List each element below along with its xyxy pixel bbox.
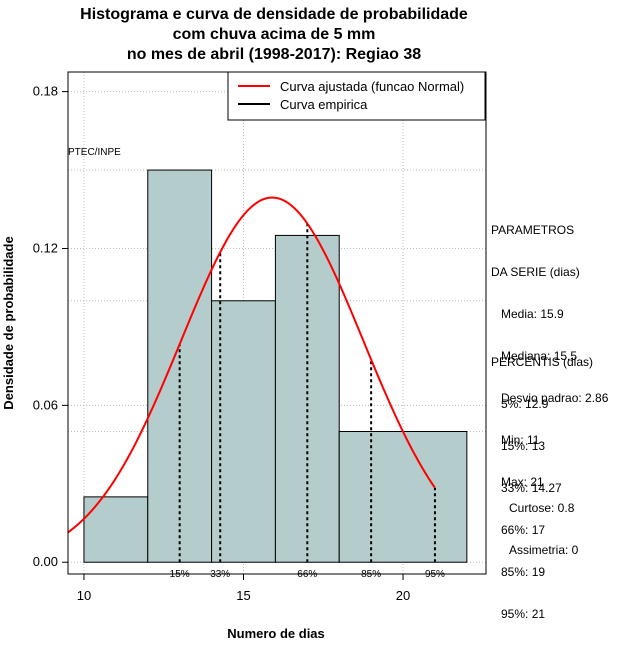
pct-header: PERCENTIS (dias) — [491, 355, 594, 369]
pct-85: 85%: 19 — [491, 565, 546, 579]
param-mean: Media: 15.9 — [491, 307, 564, 321]
legend-box — [227, 71, 486, 121]
fitted-normal-curve — [67, 196, 436, 534]
percentile-label: 66% — [297, 569, 317, 580]
y-tick-label: 0.18 — [33, 84, 58, 99]
y-tick-label: 0.00 — [33, 554, 58, 569]
kurtosis: Curtose: 0.8 — [509, 501, 575, 515]
percentiles-block: PERCENTIS (dias) 5%: 12.9 15%: 13 33%: 1… — [491, 327, 593, 635]
skewness: Assimetria: 0 — [509, 543, 579, 557]
param-min: Min: 11 — [491, 433, 540, 447]
histogram-bar — [338, 431, 468, 563]
percentile-label: 33% — [210, 569, 230, 580]
legend-label-empirical: Curva empirica — [280, 97, 368, 112]
param-median: Mediana: 15.5 — [491, 349, 578, 363]
shape-stats: Curtose: 0.8 Assimetria: 0 — [509, 473, 578, 571]
series-parameters: PARAMETROS DA SERIE (dias) Media: 15.9 M… — [491, 195, 608, 503]
pct-66: 66%: 17 — [491, 523, 546, 537]
y-axis-label: Densidade de probabilidade — [1, 236, 16, 409]
pct-33: 33%: 14.27 — [491, 481, 562, 495]
pct-15: 15%: 13 — [491, 439, 546, 453]
x-tick-label: 15 — [236, 588, 250, 603]
chart-title-line-3: no mes de abril (1998-2017): Regiao 38 — [126, 46, 422, 63]
histogram-bar — [147, 169, 213, 563]
param-header-1: PARAMETROS — [491, 223, 575, 237]
param-sd: Desvio padrao: 2.86 — [491, 391, 609, 405]
x-tick-label: 20 — [396, 588, 410, 603]
x-tick-label: 10 — [77, 588, 91, 603]
x-axis-label: Numero de dias — [227, 626, 325, 641]
y-tick-label: 0.12 — [33, 240, 58, 255]
histogram-bar — [83, 496, 149, 563]
percentile-label: 95% — [425, 569, 445, 580]
watermark: PTEC/INPE — [68, 147, 121, 158]
percentile-label: 15% — [170, 569, 190, 580]
legend: Curva ajustada (funcao Normal) Curva emp… — [227, 71, 486, 121]
chart-title-line-1: Histograma e curva de densidade de proba… — [80, 6, 468, 23]
chart-title-line-2: com chuva acima de 5 mm — [172, 26, 376, 43]
percentile-label: 85% — [361, 569, 381, 580]
pct-95: 95%: 21 — [491, 607, 546, 621]
param-header-2: DA SERIE (dias) — [491, 265, 580, 279]
param-max: Max: 21 — [491, 475, 544, 489]
y-tick-label: 0.06 — [33, 397, 58, 412]
pct-5: 5%: 12.9 — [491, 397, 549, 411]
legend-label-fitted: Curva ajustada (funcao Normal) — [280, 79, 464, 94]
